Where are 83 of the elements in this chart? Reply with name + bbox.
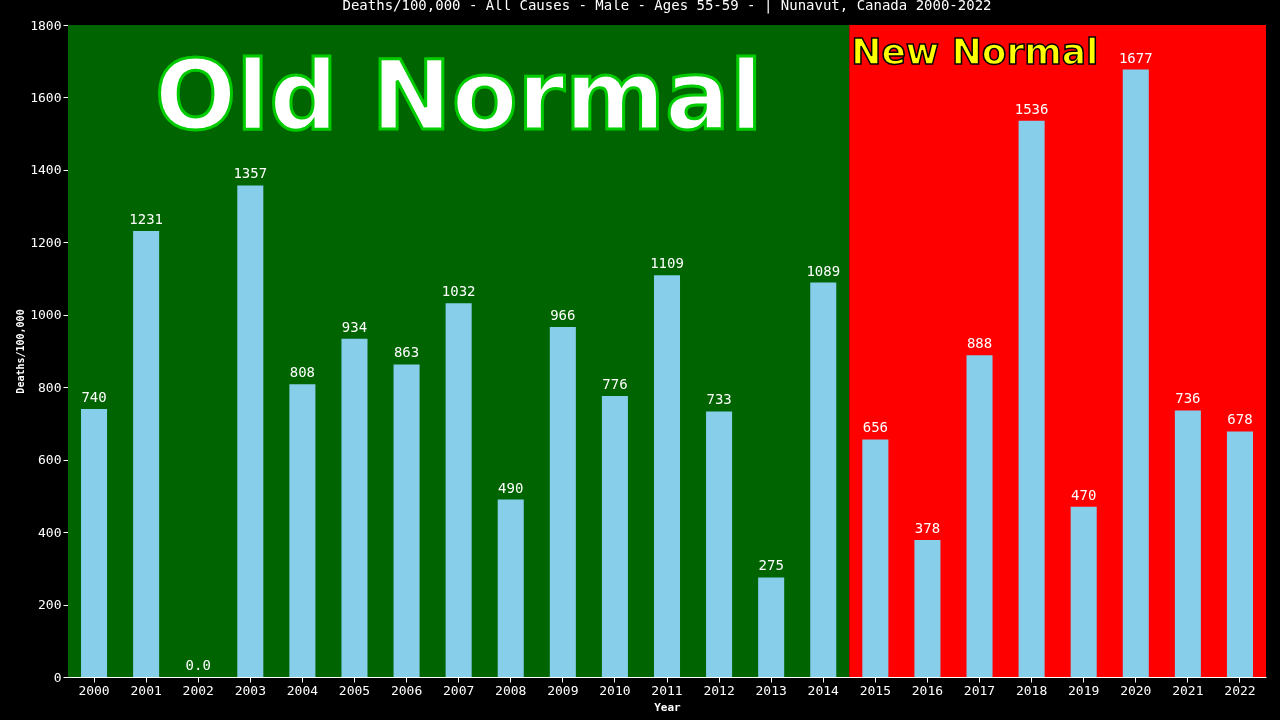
- data-label: 776: [602, 375, 628, 392]
- x-tick-label: 2011: [651, 682, 683, 698]
- y-tick-label: 600: [38, 452, 62, 468]
- bar: [914, 540, 941, 677]
- x-tick-label: 2015: [859, 682, 891, 698]
- x-tick-label: 2000: [78, 682, 110, 698]
- bar: [758, 577, 785, 677]
- bar: [445, 303, 472, 677]
- data-label: 740: [81, 388, 107, 405]
- x-tick-label: 2009: [547, 682, 579, 698]
- y-tick-label: 400: [38, 524, 62, 540]
- bar: [810, 282, 837, 677]
- data-label: 656: [862, 419, 888, 436]
- y-tick-label: 200: [38, 597, 62, 613]
- data-label: 1357: [233, 165, 268, 182]
- data-label: 808: [289, 364, 316, 381]
- data-label: 888: [966, 335, 993, 352]
- data-label: 1109: [650, 255, 684, 272]
- data-label: 1032: [441, 283, 476, 300]
- y-tick-label: 800: [38, 379, 62, 395]
- y-tick-label: 1200: [30, 234, 62, 250]
- bar: [1070, 506, 1097, 677]
- x-tick-label: 2020: [1120, 682, 1152, 698]
- x-tick-label: 2019: [1068, 682, 1100, 698]
- bar: [237, 185, 264, 677]
- y-tick-label: 1000: [30, 307, 62, 323]
- bar: [341, 338, 368, 677]
- data-label: 1089: [806, 262, 841, 279]
- data-label: 0.0: [185, 657, 211, 673]
- bar: [1226, 431, 1253, 677]
- x-tick-label: 2007: [443, 682, 475, 698]
- data-label: 378: [914, 520, 941, 537]
- x-tick-label: 2001: [130, 682, 162, 698]
- x-tick-label: 2021: [1172, 682, 1204, 698]
- x-tick-label: 2005: [338, 682, 371, 698]
- x-tick-label: 2004: [286, 682, 319, 698]
- y-tick-label: 1400: [30, 162, 62, 178]
- data-label: 1231: [129, 211, 163, 228]
- bar: [549, 327, 576, 677]
- data-label: 934: [341, 318, 368, 335]
- x-tick-label: 2022: [1224, 682, 1256, 698]
- y-tick-label: 1800: [30, 17, 62, 33]
- bar: [601, 395, 628, 677]
- y-axis-title: Deaths/100,000: [15, 309, 27, 394]
- bar: [289, 384, 316, 677]
- data-label: 490: [498, 479, 524, 496]
- x-tick-label: 2010: [599, 682, 631, 698]
- data-label: 470: [1071, 486, 1097, 503]
- bar: [862, 439, 889, 677]
- x-tick-label: 2012: [703, 682, 735, 698]
- bar: [393, 364, 420, 677]
- x-tick-label: 2018: [1015, 682, 1048, 698]
- data-label: 863: [393, 344, 420, 361]
- bar: [1174, 410, 1201, 677]
- bar: [133, 231, 160, 677]
- x-tick-label: 2008: [495, 682, 527, 698]
- band-label: Old Normal: [154, 40, 763, 152]
- data-label: 733: [706, 391, 732, 408]
- bar: [653, 275, 681, 677]
- data-label: 1677: [1118, 49, 1153, 66]
- data-label: 966: [550, 307, 576, 324]
- bar: [966, 355, 993, 677]
- bar: [497, 499, 524, 677]
- x-tick-label: 2016: [911, 682, 944, 698]
- x-tick-label: 2013: [755, 682, 787, 698]
- band-label: New Normal: [851, 31, 1099, 72]
- bar: [706, 411, 733, 677]
- bar: [1018, 120, 1045, 677]
- data-label: 275: [758, 557, 784, 574]
- data-label: 1536: [1014, 100, 1049, 117]
- data-label: 736: [1175, 390, 1201, 407]
- data-label: 678: [1227, 411, 1253, 428]
- x-axis-title: Year: [654, 700, 682, 714]
- chart-title: Deaths/100,000 - All Causes - Male - Ages 55-59 - | Nunavut, Canada 2000-2022: [342, 0, 992, 14]
- bar: [1122, 69, 1149, 677]
- x-tick-label: 2003: [234, 682, 266, 698]
- x-tick-label: 2002: [182, 682, 214, 698]
- y-tick-label: 0: [53, 669, 62, 685]
- bar: [81, 408, 108, 677]
- x-tick-label: 2006: [390, 682, 423, 698]
- x-tick-label: 2017: [963, 682, 996, 698]
- x-tick-label: 2014: [807, 682, 840, 698]
- y-tick-label: 1600: [30, 89, 62, 105]
